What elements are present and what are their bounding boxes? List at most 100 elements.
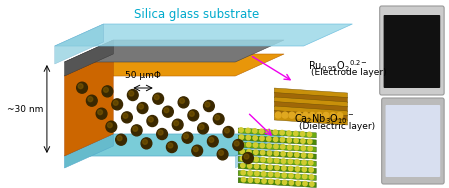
- Circle shape: [268, 158, 272, 162]
- Polygon shape: [65, 40, 113, 76]
- Circle shape: [178, 97, 189, 108]
- Circle shape: [131, 125, 142, 136]
- Circle shape: [242, 152, 253, 164]
- Circle shape: [253, 143, 258, 147]
- Circle shape: [267, 151, 272, 155]
- Circle shape: [288, 152, 292, 157]
- Circle shape: [123, 113, 128, 118]
- Polygon shape: [274, 106, 348, 116]
- Polygon shape: [65, 54, 113, 156]
- Circle shape: [307, 132, 312, 137]
- Circle shape: [262, 172, 266, 176]
- Circle shape: [141, 138, 152, 149]
- Circle shape: [213, 114, 224, 124]
- Circle shape: [275, 165, 279, 170]
- Circle shape: [167, 142, 177, 152]
- Circle shape: [239, 135, 244, 139]
- Circle shape: [289, 174, 293, 178]
- Circle shape: [330, 112, 336, 118]
- Circle shape: [300, 132, 305, 136]
- Circle shape: [96, 108, 107, 119]
- Circle shape: [275, 112, 281, 118]
- Text: (Electrode layer): (Electrode layer): [312, 68, 387, 77]
- Circle shape: [260, 150, 265, 155]
- Polygon shape: [65, 40, 284, 62]
- Circle shape: [112, 99, 123, 110]
- Circle shape: [280, 138, 285, 142]
- Polygon shape: [65, 134, 284, 156]
- Circle shape: [302, 160, 306, 164]
- Polygon shape: [274, 102, 348, 111]
- Circle shape: [274, 144, 278, 149]
- Circle shape: [189, 111, 194, 116]
- Circle shape: [157, 129, 167, 139]
- Circle shape: [261, 158, 265, 162]
- Polygon shape: [274, 97, 348, 107]
- Circle shape: [282, 180, 286, 185]
- Circle shape: [274, 158, 279, 163]
- Circle shape: [163, 106, 173, 117]
- Polygon shape: [238, 128, 316, 138]
- Circle shape: [255, 164, 259, 169]
- Circle shape: [303, 174, 307, 179]
- Circle shape: [217, 149, 228, 160]
- Circle shape: [301, 153, 306, 158]
- Circle shape: [276, 180, 280, 184]
- Circle shape: [242, 177, 246, 182]
- Circle shape: [308, 146, 313, 151]
- Circle shape: [106, 121, 117, 132]
- Circle shape: [303, 112, 308, 118]
- Circle shape: [198, 123, 208, 134]
- Circle shape: [205, 102, 210, 107]
- Circle shape: [137, 102, 148, 114]
- Polygon shape: [235, 134, 284, 168]
- FancyBboxPatch shape: [383, 15, 440, 88]
- Circle shape: [301, 139, 305, 143]
- Circle shape: [246, 135, 251, 140]
- Circle shape: [282, 159, 286, 163]
- Polygon shape: [238, 171, 316, 180]
- Circle shape: [287, 138, 291, 142]
- Polygon shape: [55, 24, 104, 64]
- Circle shape: [261, 165, 265, 169]
- Circle shape: [247, 149, 251, 154]
- Circle shape: [287, 131, 291, 135]
- Circle shape: [281, 152, 285, 156]
- Circle shape: [194, 147, 198, 152]
- Text: Ru$_{0.95}$O$_2$$^{0.2-}$: Ru$_{0.95}$O$_2$$^{0.2-}$: [308, 58, 368, 74]
- Circle shape: [77, 82, 88, 93]
- Polygon shape: [238, 156, 316, 166]
- Circle shape: [133, 126, 138, 131]
- Circle shape: [308, 161, 313, 165]
- Circle shape: [117, 136, 122, 141]
- Circle shape: [267, 144, 271, 148]
- Circle shape: [303, 181, 307, 186]
- Text: 50 μmΦ: 50 μmΦ: [125, 71, 161, 80]
- Circle shape: [139, 104, 144, 109]
- Circle shape: [294, 138, 298, 143]
- Circle shape: [296, 181, 300, 185]
- Circle shape: [254, 150, 258, 154]
- Polygon shape: [238, 164, 316, 173]
- Circle shape: [233, 139, 243, 151]
- Polygon shape: [65, 134, 113, 168]
- Circle shape: [295, 160, 299, 164]
- Text: ~30 nm: ~30 nm: [7, 105, 43, 114]
- Polygon shape: [274, 115, 348, 125]
- Circle shape: [254, 157, 258, 161]
- Circle shape: [267, 137, 271, 141]
- Circle shape: [240, 149, 244, 153]
- Text: (Dielectric layer): (Dielectric layer): [299, 122, 375, 131]
- Circle shape: [192, 145, 202, 156]
- FancyBboxPatch shape: [386, 105, 440, 177]
- Circle shape: [288, 159, 292, 164]
- Circle shape: [78, 84, 83, 89]
- Circle shape: [154, 95, 159, 100]
- Circle shape: [282, 173, 286, 177]
- Circle shape: [287, 145, 292, 149]
- Circle shape: [164, 108, 169, 113]
- Circle shape: [308, 153, 313, 158]
- Circle shape: [310, 182, 314, 186]
- Polygon shape: [274, 111, 348, 121]
- Circle shape: [269, 172, 273, 177]
